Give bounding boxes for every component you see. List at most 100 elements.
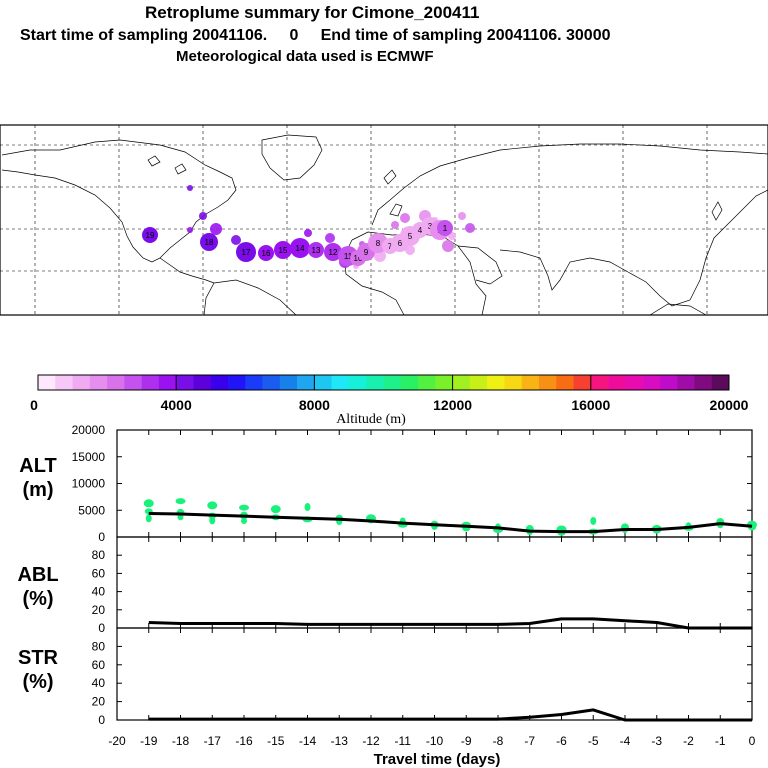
colorbar-segment [158,375,177,390]
plume-day-label: 17 [242,248,251,257]
abl-frame [116,536,753,629]
x-tick-label: -4 [620,734,631,748]
y-tick-label: 40 [92,676,106,690]
colorbar-segment [435,375,453,390]
y-tick-label: 0 [98,621,105,635]
x-tick-label: -20 [108,734,126,748]
retroplume-path: 19181716151413121110987654321 [142,185,475,269]
colorbar-tick-label: 16000 [571,397,610,413]
x-tick-label: -17 [204,734,222,748]
y-tick-label: 0 [98,530,105,544]
abl-label: ABL [17,564,58,586]
abl-unit: (%) [22,588,53,610]
plume-cluster [258,245,274,261]
y-tick-label: 80 [92,639,106,653]
colorbar-segment [521,375,540,390]
plume-day-label: 13 [312,246,321,255]
colorbar-tick-label: 8000 [299,397,330,413]
x-tick-label: -15 [267,734,285,748]
colorbar-tick-label: 0 [30,397,38,413]
plume-cluster [308,242,324,258]
colorbar-segment [297,375,315,390]
plume-particle [199,212,207,220]
y-tick-label: 5000 [78,503,105,517]
altitude-member-dot [590,516,597,525]
colorbar-segment [210,375,229,390]
colorbar-segment [314,375,332,390]
colorbar-segment [89,375,108,390]
altitude-member-dot [239,504,249,511]
map-gridlines [0,125,768,315]
x-axis-label: Travel time (days) [374,751,501,768]
plume-day-label: 19 [146,231,155,240]
chart-title: Retroplume summary for Cimone_200411 [145,3,480,22]
colorbar-segment [331,375,350,390]
colorbar-segment [625,375,643,390]
colorbar-segment [538,375,557,390]
altitude-member-dot [241,517,247,524]
alt-unit: (m) [22,479,53,501]
str-frame [116,627,753,721]
y-tick-label: 40 [92,585,106,599]
x-tick-label: -14 [299,734,317,748]
colorbar-segment [694,375,713,390]
colorbar-segment [590,375,609,390]
str-series-line [148,708,752,722]
plume-day-label: 1 [443,224,448,233]
colorbar-segment [659,375,678,390]
altitude-member-dot [270,505,281,514]
plume-cluster [324,243,342,261]
colorbar-segment [141,375,160,390]
colorbar-segment [677,375,695,390]
altitude-member-dot [145,514,152,523]
sampling-time: Start time of sampling 20041106. 0 End t… [20,27,611,44]
x-tick-label: -10 [426,734,444,748]
altitude-member-dot [207,501,218,510]
plume-cluster [274,241,292,259]
altitude-member-dot [209,516,216,525]
plume-particle [458,212,466,220]
x-tick-label: -11 [395,734,412,748]
altitude-member-dot [143,499,154,508]
colorbar-segment [383,375,402,390]
map-frame [0,124,768,316]
altitude-colorbar: 0 4000 8000 12000 16000 20000 [30,374,749,413]
abl-series-line [148,617,752,630]
x-tick-label: -8 [493,734,504,748]
altitude-member-dot [304,503,311,512]
colorbar-segment [38,375,56,390]
plume-cluster [200,233,218,251]
plume-particle [304,229,312,237]
x-tick-label: -13 [331,734,349,748]
meteo-source: Meteorological data used is ECMWF [176,48,434,65]
colorbar-segment [418,375,436,390]
altitude-member-dot [175,498,186,505]
y-tick-label: 0 [98,713,105,727]
plume-particle [231,235,241,245]
plume-particle [210,223,222,235]
alt-panel: ALT(m) 0 5000 10000 15000 20000 [19,423,757,544]
x-tick-label: -1 [715,734,726,748]
map-panel: 19181716151413121110987654321 [0,124,768,316]
plume-day-label: 14 [296,244,305,253]
colorbar-segment [176,375,194,390]
plume-day-label: 8 [376,239,381,248]
str-panel: STR(%) 0 20 40 60 80 [18,627,753,727]
colorbar-segment [642,375,661,390]
colorbar-segment [279,375,298,390]
plume-cluster [236,242,256,262]
plume-day-label: 7 [388,242,393,251]
colorbar-segment [193,375,212,390]
x-tick-label: -16 [235,734,253,748]
plume-particle [391,221,399,229]
x-tick-label: -7 [524,734,535,748]
plume-particle [325,233,335,243]
plume-particle [465,223,475,233]
colorbar-frame [37,374,730,391]
colorbar-segment [124,375,142,390]
y-tick-label: 60 [92,566,106,580]
plume-day-label: 12 [329,248,338,257]
colorbar-segment [72,375,91,390]
x-tick-label: -19 [140,734,158,748]
